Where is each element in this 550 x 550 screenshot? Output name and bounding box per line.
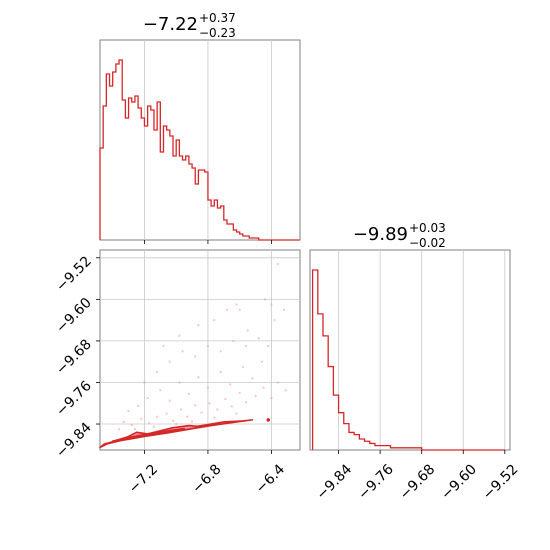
scatter-point (118, 428, 121, 431)
scatter-point (213, 416, 216, 419)
scatter-point (181, 350, 184, 353)
y-tick-label: −9.68 (53, 336, 95, 378)
histogram-step-line (311, 269, 505, 451)
scatter-point (235, 303, 238, 306)
scatter-point (230, 405, 233, 408)
scatter-point (194, 404, 197, 407)
scatter-point (235, 412, 238, 415)
title-median: −7.22 (143, 14, 198, 35)
scatter-point (140, 417, 143, 420)
scatter-point (245, 401, 248, 404)
x-tick-label: −9.76 (355, 461, 397, 503)
scatter-point (273, 319, 276, 322)
scatter-point (162, 345, 165, 348)
scatter-bottom-left: −7.2 −6.8 −6.4 −9.52−9.60−9.68−9.76−9.84 (53, 249, 301, 497)
scatter-point (187, 392, 190, 395)
title-minus: −0.02 (409, 236, 446, 250)
scatter-point (245, 345, 248, 348)
contour-level (102, 424, 203, 446)
scatter-point (267, 345, 270, 348)
x-tick-label: −6.4 (253, 461, 288, 496)
scatter-point (262, 386, 265, 389)
scatter-point (168, 360, 171, 363)
scatter-point (225, 308, 228, 311)
scatter-point (186, 415, 189, 418)
x-tick-label: −9.52 (480, 461, 522, 503)
scatter-point (168, 399, 171, 402)
scatter-point (276, 381, 279, 384)
scatter-point (197, 376, 200, 379)
scatter-point (148, 421, 151, 424)
scatter-point (219, 371, 222, 374)
y-tick-label: −9.76 (53, 378, 95, 420)
y-tick-label: −9.84 (53, 419, 95, 461)
scatter-point (270, 397, 273, 400)
scatter-point (208, 402, 211, 405)
scatter-point (197, 324, 200, 327)
scatter-point (206, 345, 209, 348)
scatter-point (191, 420, 194, 423)
title-param-2: −9.89 (353, 224, 408, 245)
scatter-point (260, 360, 263, 363)
title-plus: +0.37 (199, 11, 236, 25)
scatter-point (238, 308, 241, 311)
contour-level (111, 427, 185, 442)
scatter-point (178, 381, 181, 384)
scatter-point (213, 319, 216, 322)
scatter-point (257, 337, 260, 340)
scatter-point (251, 377, 254, 380)
scatter-point (179, 408, 182, 411)
hist-bottom-right: −9.84 −9.76 −9.68 −9.60 −9.52 −9.89 +0.03 −0… (309, 221, 522, 503)
scatter-point (146, 397, 149, 400)
scatter-point (175, 423, 178, 426)
scatter-point (276, 263, 279, 266)
scatter-point (156, 415, 159, 418)
scatter-point (200, 411, 203, 414)
scatter-point (143, 381, 146, 384)
scatter-point (229, 383, 232, 386)
outlier-point (266, 418, 271, 422)
scatter-point (224, 398, 227, 401)
title-plus: +0.03 (409, 221, 446, 235)
scatter-point (246, 329, 249, 332)
y-tick-label: −9.60 (53, 295, 95, 337)
scatter-point (127, 410, 130, 413)
scatter-point (270, 303, 273, 306)
y-tick-label: −9.52 (53, 253, 95, 295)
scatter-point (137, 404, 140, 407)
scatter-point (232, 339, 235, 342)
title-median: −9.89 (353, 224, 408, 245)
scatter-point (156, 371, 159, 374)
x-tick-label: −6.8 (189, 461, 224, 496)
scatter-point (241, 365, 244, 368)
title-minus: −0.23 (199, 26, 236, 40)
scatter-point (206, 386, 209, 389)
x-tick-label: −7.2 (126, 461, 161, 496)
scatter-point (159, 389, 162, 392)
x-tick-label: −9.68 (397, 461, 439, 503)
scatter-point (194, 355, 197, 358)
x-tick-label: −9.84 (314, 461, 356, 503)
scatter-point (130, 424, 133, 427)
x-tick-label: −9.60 (438, 461, 480, 503)
title-param-1: −7.22 (143, 14, 198, 35)
scatter-point (172, 419, 175, 422)
scatter-point (133, 428, 136, 431)
scatter-point (238, 391, 241, 394)
hist-top-left: −7.22 +0.37 −0.23 (99, 11, 301, 244)
scatter-point (216, 408, 219, 411)
scatter-point (219, 350, 222, 353)
scatter-point (283, 308, 286, 311)
scatter-point (165, 412, 168, 415)
scatter-point (178, 334, 181, 337)
scatter-point (284, 389, 287, 392)
histogram-step-line (99, 59, 300, 241)
scatter-point (264, 298, 267, 301)
scatter-point (122, 420, 125, 423)
scatter-point (254, 394, 257, 397)
scatter-point (152, 425, 155, 428)
